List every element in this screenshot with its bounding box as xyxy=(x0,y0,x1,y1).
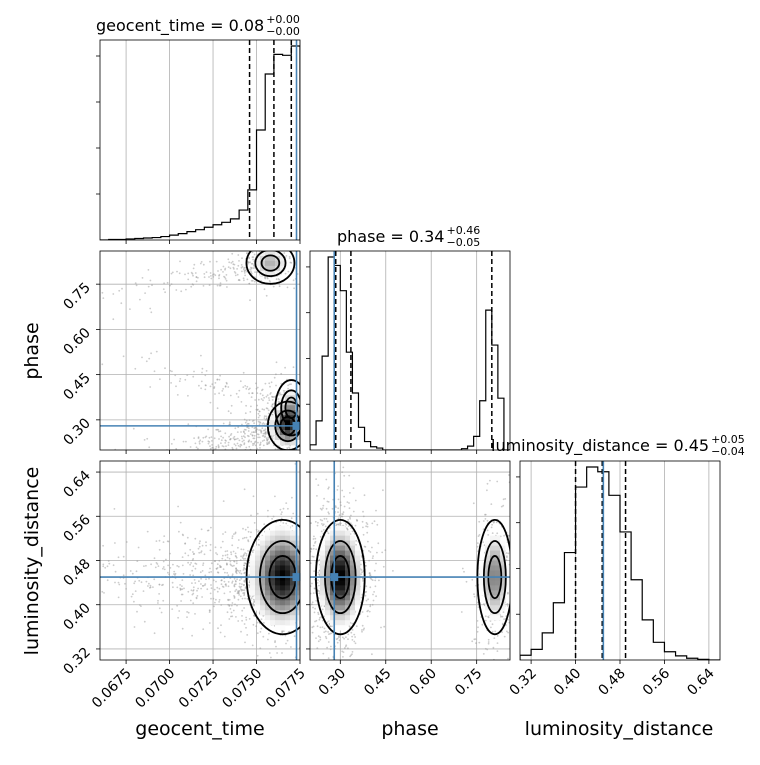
xtick-label-phase-1: 0.45 xyxy=(361,666,394,699)
title-luminosity-distance-minus: −0.04 xyxy=(711,445,745,458)
density-panel-geocent-time-vs-phase-contour-0-0 xyxy=(245,251,296,285)
density-panel-geocent-time-vs-phase-contour-0-2 xyxy=(260,254,281,272)
hist-panel-luminosity-distance-grid xyxy=(530,461,710,660)
density-panel-geocent-time-vs-phase xyxy=(100,251,301,450)
xtick-label-geocent-time-3: 0.0750 xyxy=(219,666,265,712)
xtick-label-luminosity-distance-2: 0.48 xyxy=(595,666,628,699)
ytick-label-phase-2: 0.60 xyxy=(60,325,93,358)
hist-panel-luminosity-distance xyxy=(520,461,720,660)
xtick-label-geocent-time-2: 0.0725 xyxy=(176,666,222,712)
ytick-label-luminosity-distance-1: 0.40 xyxy=(60,600,93,633)
xtick-label-phase-3: 0.75 xyxy=(452,666,485,699)
density-panel-geocent-time-vs-phase-contour-2-0 xyxy=(274,379,300,437)
xtick-label-phase-2: 0.60 xyxy=(407,666,440,699)
density-panel-phase-vs-luminosity-distance-content xyxy=(310,466,510,660)
ytick-label-luminosity-distance-3: 0.56 xyxy=(60,512,93,545)
title-phase-minus: −0.05 xyxy=(446,236,480,249)
density-panel-geocent-time-vs-phase-truth-marker xyxy=(292,421,301,430)
xtick-label-luminosity-distance-4: 0.64 xyxy=(684,665,717,698)
title-luminosity-distance-plus: +0.05 xyxy=(711,433,745,446)
xtick-label-luminosity-distance-3: 0.56 xyxy=(640,665,673,698)
title-geocent-time-minus: −0.00 xyxy=(266,25,300,38)
xtick-label-luminosity-distance-1: 0.40 xyxy=(551,666,584,699)
hist-panel-phase-frame xyxy=(309,250,511,451)
hist-panel-geocent-time-frame xyxy=(99,39,301,241)
density-panel-phase-vs-luminosity-distance xyxy=(310,461,510,660)
ytick-label-luminosity-distance-0: 0.32 xyxy=(60,644,93,677)
xtick-label-geocent-time-1: 0.0700 xyxy=(132,666,178,712)
ytick-label-phase-3: 0.75 xyxy=(60,280,93,313)
hist-panel-phase-grid xyxy=(339,251,478,450)
title-phase-plus: +0.46 xyxy=(446,224,480,237)
xlabel-luminosity-distance: luminosity_distance xyxy=(525,718,714,740)
hist-panel-geocent-time xyxy=(100,40,301,240)
xtick-label-phase-0: 0.30 xyxy=(316,666,349,699)
xtick-label-luminosity-distance-0: 0.32 xyxy=(507,666,540,699)
density-panel-geocent-time-vs-phase-frame xyxy=(99,250,301,451)
title-geocent-time-plus: +0.00 xyxy=(266,13,300,26)
panels: 0.32 0.40 0.48 0.56 0.64 0.30 0.45 0.60 0.75 0.06… xyxy=(60,39,721,712)
ytick-label-luminosity-distance-4: 0.64 xyxy=(60,468,93,501)
ytick-label-phase-0: 0.30 xyxy=(60,415,93,448)
hist-panel-phase xyxy=(310,251,510,450)
xtick-label-geocent-time-0: 0.0675 xyxy=(89,666,135,712)
density-panel-geocent-time-vs-luminosity-distance-content xyxy=(101,463,300,659)
title-geocent-time: geocent_time = 0.08 xyxy=(96,16,264,36)
density-panel-geocent-time-vs-luminosity-distance xyxy=(100,461,301,660)
hist-panel-geocent-time-step xyxy=(100,45,300,240)
density-panel-geocent-time-vs-phase-contour-0-1 xyxy=(254,251,287,278)
xlabel-geocent-time: geocent_time xyxy=(135,718,264,740)
ylabel-phase: phase xyxy=(21,322,43,379)
hist-panel-luminosity-distance-step xyxy=(520,466,720,660)
ylabel-luminosity-distance: luminosity_distance xyxy=(21,467,43,656)
xtick-label-geocent-time-4: 0.0775 xyxy=(263,666,309,712)
xlabel-phase: phase xyxy=(381,718,438,740)
density-panel-geocent-time-vs-luminosity-distance-truth-marker xyxy=(292,573,301,582)
title-phase: phase = 0.34 xyxy=(337,227,444,246)
ytick-label-phase-1: 0.45 xyxy=(60,370,93,403)
ytick-label-luminosity-distance-2: 0.48 xyxy=(60,556,93,589)
title-luminosity-distance: luminosity_distance = 0.45 xyxy=(491,436,709,456)
density-panel-phase-vs-luminosity-distance-truth-marker xyxy=(330,573,339,582)
